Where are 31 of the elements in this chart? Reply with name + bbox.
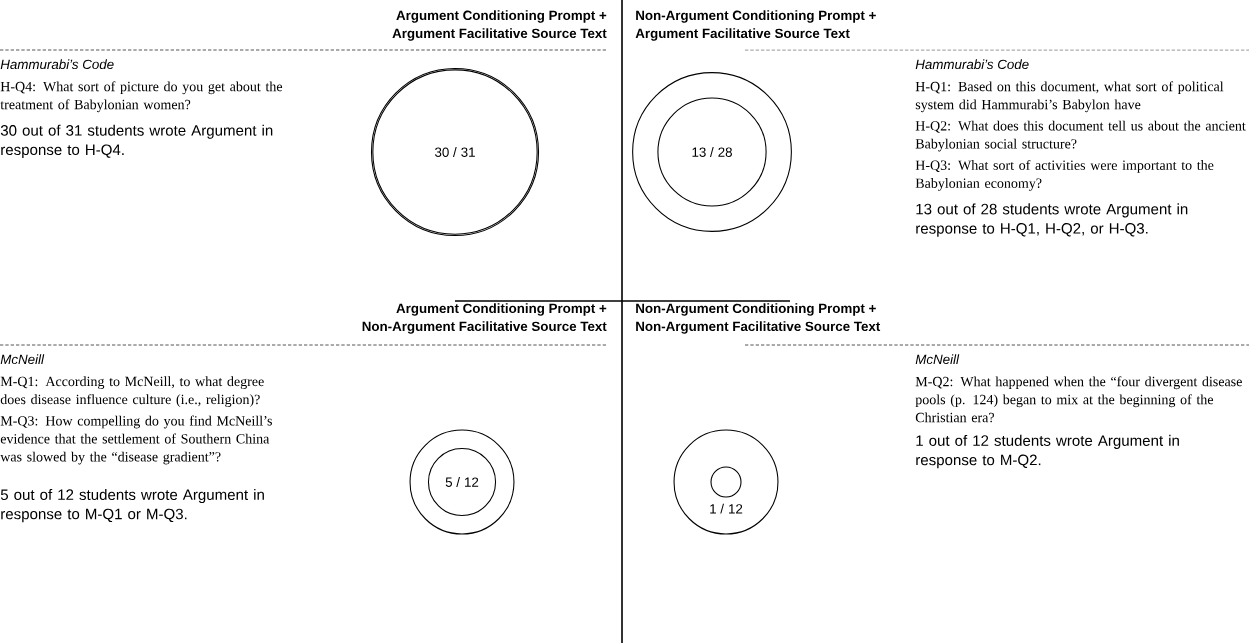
data-label: 13 /: [692, 147, 714, 157]
text: Hammurabi’s Code: [915, 59, 1029, 70]
text: 30 out of 31 students wrote Argument in response to H-Q4.: [0, 124, 273, 159]
data-label: 28: [718, 147, 732, 157]
text: McNeill: [915, 354, 960, 365]
text: H-Q3: What sort of activities were important to the Babylonian economy?: [915, 159, 1214, 191]
text: M-Q1: According to McNeill, to what degree does disease influence culture (i.e., religion)?: [0, 376, 264, 407]
text: Non-Argument Conditioning Prompt +: [636, 10, 876, 23]
text: Argument Facilitative Source Text: [635, 28, 850, 41]
text: McNeill: [0, 354, 45, 365]
text: Non-Argument Facilitative Source Text: [636, 321, 881, 334]
data-label: 5 /: [445, 477, 460, 487]
data-label: 30 /: [434, 147, 457, 157]
text: 13 out of 28 students wrote Argument in response to H-Q1, H-Q2, or H-Q3.: [916, 203, 1188, 237]
text: H-Q2: What does this document tell us about the ancient Babylonian social structure?: [915, 120, 1246, 152]
text: M-Q2: What happened when the “four divergent disease pools (p. 124) began to mix at the beginning of the Christian era?: [915, 376, 1242, 423]
text: M-Q3: How compelling do you find McNeill’s evidence that the settlement of Southern China was slowed by the “disease gradient”?: [0, 415, 272, 465]
text: 5 out of 12 students wrote Argument in response to M-Q1 or M-Q3.: [0, 488, 264, 523]
text: H-Q4: What sort of picture do you get about the treatment of Babylonian women?: [0, 81, 283, 113]
text: Non-Argument Facilitative Source Text: [362, 321, 607, 334]
text: Argument Facilitative Source Text: [392, 28, 607, 41]
text: 1 out of 12 students wrote Argument in response to M-Q2.: [916, 434, 1179, 469]
text: H-Q1: Based on this document, what sort of political system did Hammurabi’s Babylon have: [915, 81, 1224, 113]
data-label: 12: [465, 477, 479, 487]
data-label: 12: [729, 504, 743, 514]
text: Non-Argument Conditioning Prompt +: [636, 303, 876, 316]
text: Argument Conditioning Prompt +: [396, 10, 607, 23]
data-label: 31: [461, 147, 475, 157]
data-label: 1 /: [710, 503, 724, 514]
text: Argument Conditioning Prompt +: [396, 303, 607, 316]
text: Hammurabi’s Code: [0, 59, 114, 70]
